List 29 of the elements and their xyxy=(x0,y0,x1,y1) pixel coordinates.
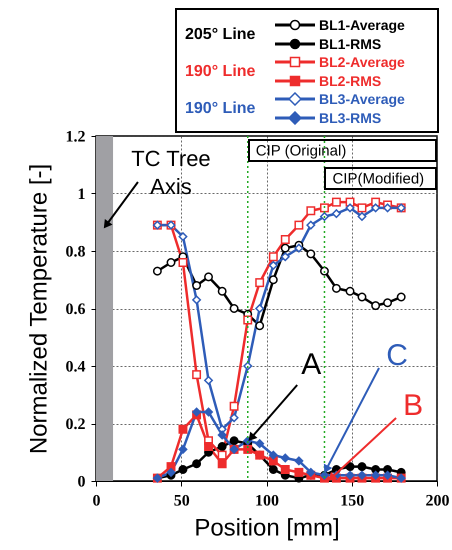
annotation: C xyxy=(386,339,408,372)
ref-line-label: CIP (Original) xyxy=(256,142,346,160)
y-tick-label: 1.2 xyxy=(66,128,86,146)
legend-label: BL3-RMS xyxy=(319,108,382,127)
ref-line-label: CIP(Modified) xyxy=(332,170,424,188)
y-tick-label: 0.2 xyxy=(66,416,86,433)
legend-label: BL2-Average xyxy=(319,53,405,72)
x-axis-title: Position [mm] xyxy=(194,514,340,542)
text: 190° Line xyxy=(184,98,256,118)
y-tick-label: 1 xyxy=(78,186,86,203)
y-tick-label: 0.6 xyxy=(66,301,86,318)
legend-label: BL2-RMS xyxy=(319,72,382,90)
x-tick-label: 50 xyxy=(174,492,190,510)
y-tick-label: 0.4 xyxy=(66,358,86,376)
y-axis-title: Normalized Temperature [-] xyxy=(26,164,52,454)
x-tick-label: 150 xyxy=(340,492,364,510)
text: 205° Line xyxy=(184,24,256,44)
annotation: A xyxy=(301,348,322,381)
legend-label: BL1-Average xyxy=(319,16,405,34)
y-tick-label: 0 xyxy=(78,474,86,490)
annotation: TC Tree Axis xyxy=(131,146,211,199)
y-tick-label: 0.8 xyxy=(66,244,86,260)
x-tick-label: 0 xyxy=(92,492,100,510)
annotation: B xyxy=(403,389,424,422)
x-tick-label: 200 xyxy=(426,492,450,510)
legend-label: BL1-RMS xyxy=(319,34,382,53)
x-tick-label: 100 xyxy=(255,492,279,510)
text: 190° Line xyxy=(184,62,256,82)
legend-label: BL3-Average xyxy=(319,90,405,108)
